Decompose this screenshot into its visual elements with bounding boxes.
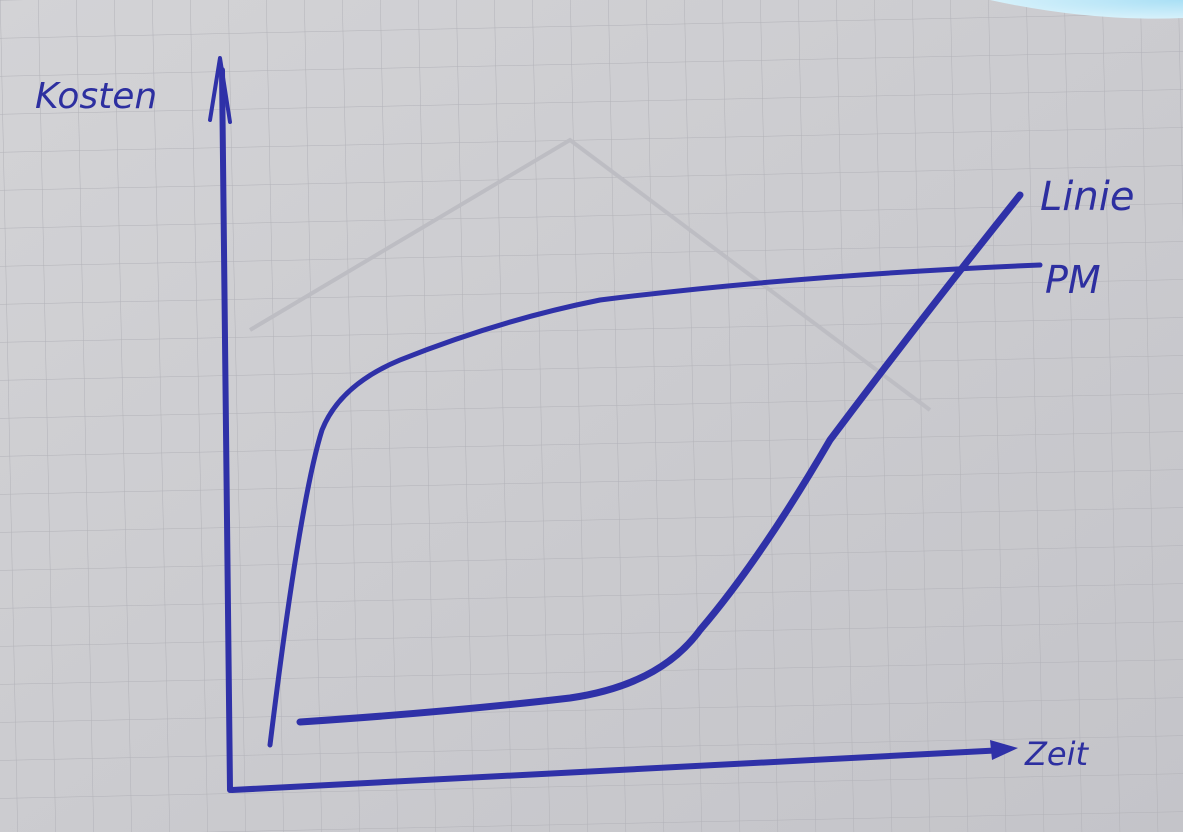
x-axis-arrow — [990, 740, 1018, 760]
curve-label: Linie — [1040, 174, 1134, 220]
watermark-shape — [248, 137, 932, 412]
y-axis — [219, 67, 233, 793]
x-axis — [229, 747, 1008, 793]
curve-label: PM — [1045, 258, 1101, 302]
y-axis-arrow — [208, 56, 232, 124]
corner-decoration — [990, 0, 1183, 19]
linie-curve — [296, 191, 1024, 726]
y-axis-label: Kosten — [35, 76, 157, 117]
x-axis-label: Zeit — [1024, 735, 1090, 773]
pm-curve — [267, 262, 1043, 748]
